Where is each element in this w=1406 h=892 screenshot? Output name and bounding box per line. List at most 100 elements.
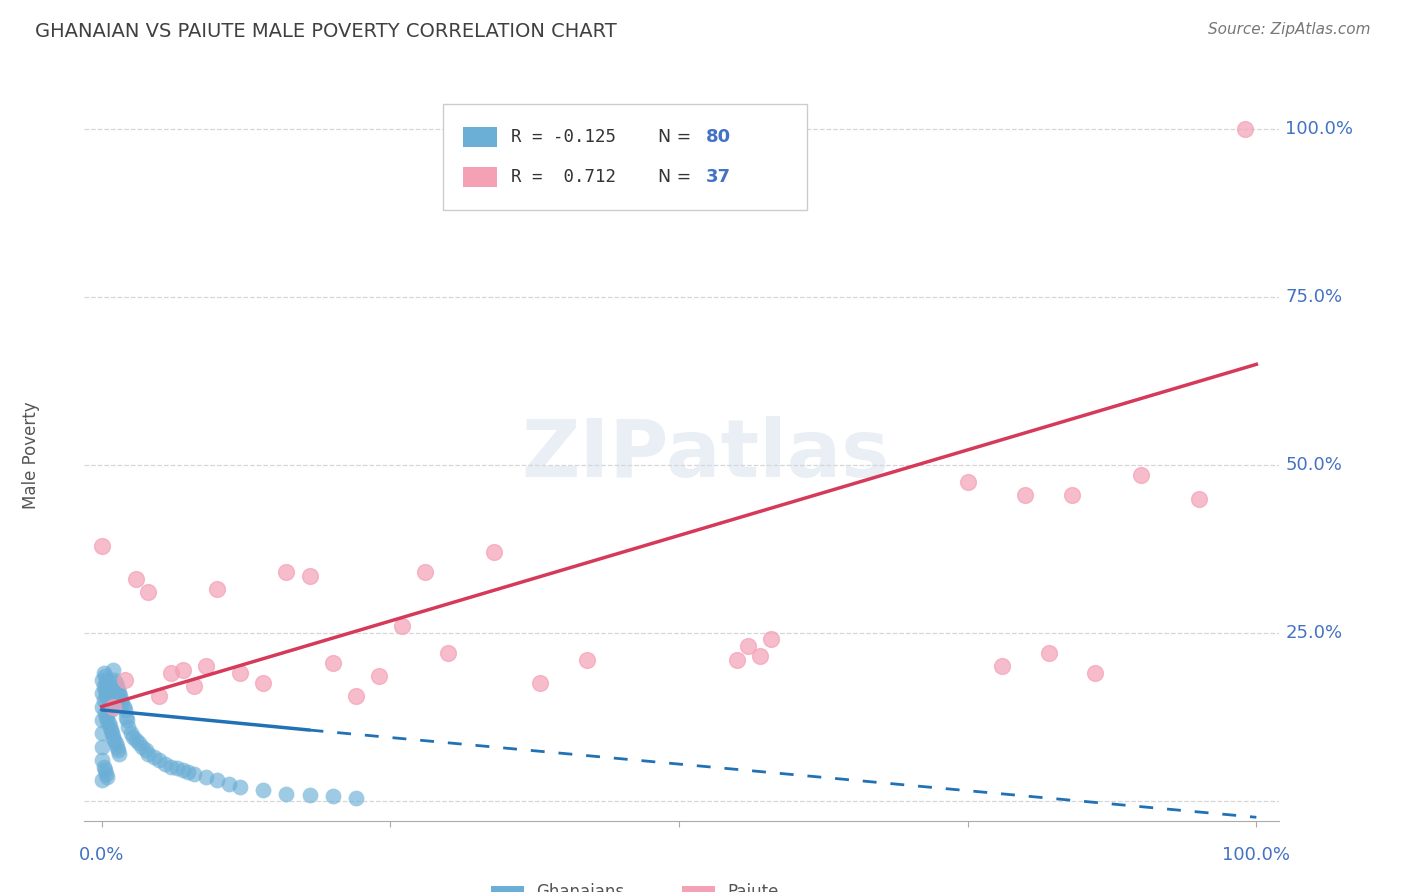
Bar — [682, 887, 716, 892]
Point — [98, 682, 121, 697]
Text: R =  0.712: R = 0.712 — [510, 168, 616, 186]
Point — [252, 676, 274, 690]
Point — [183, 766, 205, 780]
Point — [90, 753, 112, 767]
Point — [252, 783, 274, 797]
Point — [114, 703, 136, 717]
Point — [115, 713, 138, 727]
Point — [991, 659, 1014, 673]
Text: GHANAIAN VS PAIUTE MALE POVERTY CORRELATION CHART: GHANAIAN VS PAIUTE MALE POVERTY CORRELAT… — [35, 22, 617, 41]
Point — [90, 773, 112, 788]
Point — [437, 646, 460, 660]
Point — [100, 723, 122, 737]
Point — [160, 760, 183, 774]
Text: Paiute: Paiute — [727, 883, 779, 892]
Point — [90, 539, 112, 553]
Point — [125, 733, 148, 747]
Text: 100.0%: 100.0% — [1222, 847, 1291, 864]
Point — [114, 673, 136, 687]
Point — [96, 686, 118, 700]
Point — [104, 736, 127, 750]
Point — [100, 686, 122, 700]
Point — [90, 699, 112, 714]
Point — [1038, 646, 1060, 660]
Point — [97, 680, 120, 694]
Point — [276, 566, 298, 580]
Point — [322, 789, 344, 804]
Text: R = -0.125: R = -0.125 — [510, 128, 616, 145]
Point — [148, 753, 170, 767]
Point — [183, 680, 205, 694]
Point — [97, 696, 120, 710]
Point — [725, 652, 748, 666]
Bar — [463, 167, 496, 187]
Point — [142, 750, 165, 764]
Point — [105, 739, 128, 754]
Point — [276, 787, 298, 801]
Point — [956, 475, 979, 489]
Point — [205, 773, 228, 788]
Point — [121, 730, 143, 744]
Point — [413, 566, 436, 580]
Point — [107, 743, 129, 757]
Point — [135, 743, 157, 757]
Text: N =: N = — [658, 168, 697, 186]
Point — [737, 639, 759, 653]
Point — [153, 756, 176, 771]
Point — [107, 682, 129, 697]
Point — [103, 663, 125, 677]
Point — [322, 656, 344, 670]
Point — [128, 736, 150, 750]
Text: 0.0%: 0.0% — [79, 847, 124, 864]
Point — [148, 690, 170, 704]
Point — [90, 739, 112, 754]
Point — [1060, 488, 1083, 502]
Point — [298, 788, 321, 802]
Point — [90, 713, 112, 727]
Point — [761, 632, 783, 647]
Point — [298, 568, 321, 582]
Point — [391, 619, 413, 633]
Point — [103, 733, 125, 747]
Point — [90, 673, 112, 687]
Point — [344, 790, 367, 805]
Point — [344, 690, 367, 704]
Point — [108, 747, 131, 761]
Point — [90, 686, 112, 700]
Text: ZIPatlas: ZIPatlas — [522, 416, 890, 494]
Point — [229, 780, 252, 794]
Point — [96, 709, 118, 723]
Text: N =: N = — [658, 128, 697, 145]
Point — [194, 770, 217, 784]
Text: 100.0%: 100.0% — [1285, 120, 1353, 138]
Point — [111, 696, 134, 710]
Point — [125, 572, 148, 586]
Point — [120, 726, 142, 740]
Text: 50.0%: 50.0% — [1285, 456, 1343, 474]
Point — [218, 777, 240, 791]
Point — [93, 760, 115, 774]
Point — [93, 665, 115, 680]
Bar — [463, 127, 496, 147]
Point — [367, 669, 389, 683]
Point — [96, 676, 118, 690]
Text: 37: 37 — [706, 168, 731, 186]
Text: 75.0%: 75.0% — [1285, 288, 1343, 306]
Point — [112, 699, 135, 714]
Point — [575, 652, 598, 666]
Point — [96, 690, 118, 704]
Point — [94, 764, 117, 778]
Point — [103, 673, 125, 687]
FancyBboxPatch shape — [443, 103, 807, 210]
Point — [96, 713, 118, 727]
Point — [177, 765, 200, 780]
Point — [166, 761, 188, 775]
Point — [172, 663, 194, 677]
Text: Source: ZipAtlas.com: Source: ZipAtlas.com — [1208, 22, 1371, 37]
Point — [136, 585, 159, 599]
Point — [160, 665, 183, 680]
Point — [1129, 468, 1152, 483]
Point — [131, 739, 153, 754]
Point — [98, 699, 121, 714]
Point — [96, 766, 118, 780]
